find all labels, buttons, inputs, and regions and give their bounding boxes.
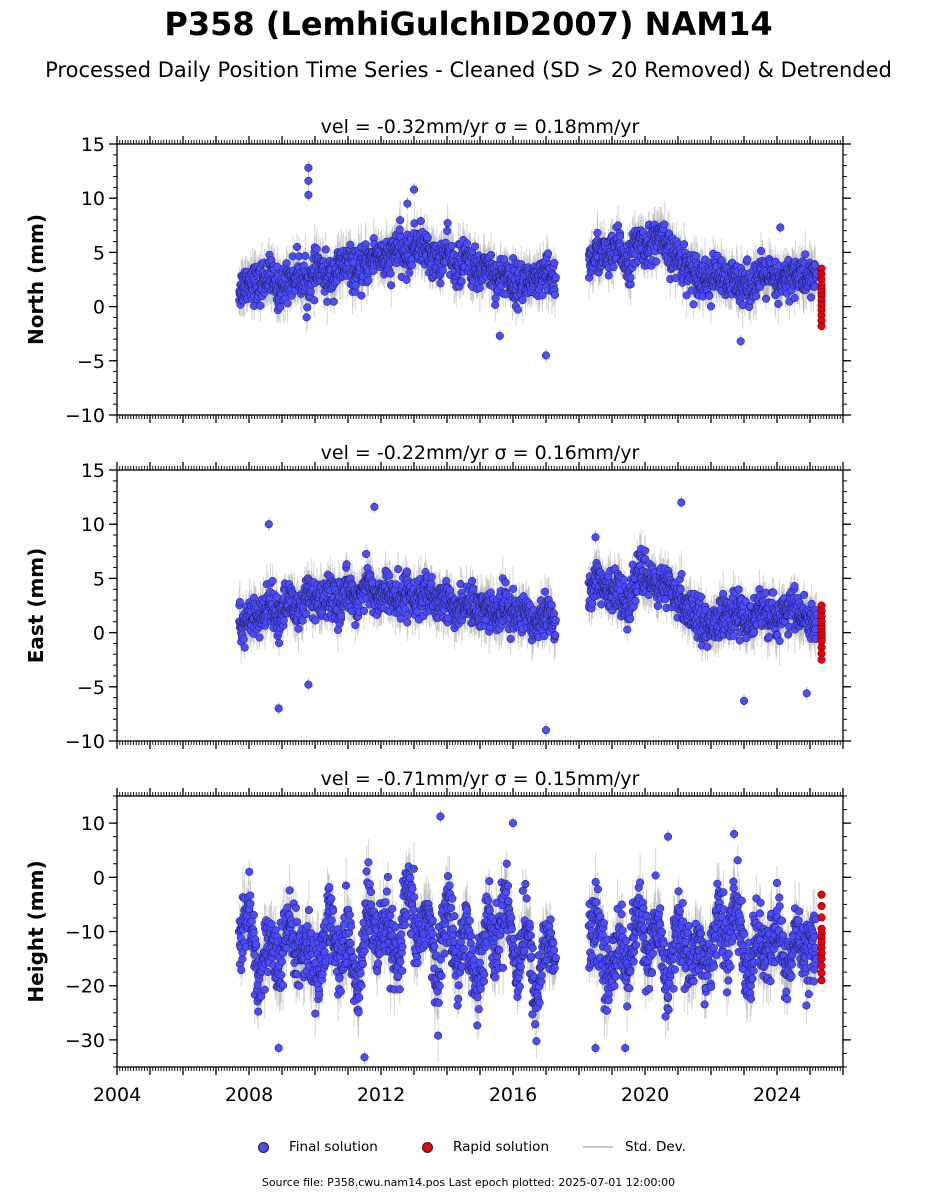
final-point xyxy=(475,283,484,292)
final-point xyxy=(543,249,553,258)
final-point xyxy=(807,293,816,302)
final-point xyxy=(423,233,432,242)
final-point xyxy=(491,300,500,309)
final-point xyxy=(689,300,698,309)
final-point xyxy=(443,218,452,228)
y-tick-label: 10 xyxy=(81,188,105,210)
final-point xyxy=(801,250,810,259)
final-point xyxy=(757,246,766,256)
final-point xyxy=(447,241,456,250)
final-point xyxy=(302,313,311,322)
rapid-point xyxy=(817,322,826,331)
final-point xyxy=(436,279,445,288)
final-point xyxy=(321,245,330,254)
final-point xyxy=(407,261,416,270)
final-point xyxy=(304,190,313,199)
final-point xyxy=(762,294,771,303)
final-point xyxy=(513,305,523,314)
final-point xyxy=(403,199,412,208)
plots-canvas: vel = -0.32mm/yr σ = 0.18mm/yr North (mm)… xyxy=(24,116,851,1106)
final-point xyxy=(626,273,635,282)
final-point xyxy=(682,291,691,300)
final-point xyxy=(303,303,312,312)
final-point xyxy=(395,225,404,234)
final-point xyxy=(541,351,551,360)
final-point xyxy=(500,255,509,264)
final-point xyxy=(616,232,625,241)
final-point xyxy=(551,273,560,282)
final-point xyxy=(351,281,360,290)
panel-north: vel = -0.32mm/yr σ = 0.18mm/yr North (mm)… xyxy=(24,116,851,427)
final-point xyxy=(609,262,618,272)
final-point xyxy=(538,291,547,300)
final-point xyxy=(329,297,338,306)
final-point xyxy=(752,292,761,301)
final-point xyxy=(486,250,496,260)
final-point xyxy=(811,261,820,270)
final-point xyxy=(304,176,313,185)
y-tick-label: 0 xyxy=(93,297,105,319)
rapid-points-north xyxy=(817,264,826,331)
figure-subtitle: Processed Daily Position Time Series - C… xyxy=(45,58,892,82)
final-point xyxy=(310,296,319,305)
final-point xyxy=(409,185,419,194)
ylabel-north: North (mm) xyxy=(24,214,48,345)
final-point xyxy=(416,216,425,226)
final-point xyxy=(660,220,669,229)
final-point xyxy=(470,242,480,251)
final-point xyxy=(776,223,785,232)
final-point xyxy=(387,281,396,290)
final-point xyxy=(495,331,504,340)
final-point xyxy=(396,216,405,225)
panel-title-east: vel = -0.22mm/yr σ = 0.16mm/yr xyxy=(321,442,640,464)
final-point xyxy=(593,228,602,237)
final-point xyxy=(256,301,265,310)
final-point xyxy=(736,337,745,346)
final-point xyxy=(304,163,313,172)
final-point xyxy=(652,257,661,266)
final-point xyxy=(705,291,714,300)
final-point xyxy=(462,239,472,248)
final-point xyxy=(626,280,635,289)
final-point xyxy=(790,293,799,302)
final-point xyxy=(402,275,411,284)
final-point xyxy=(301,251,310,260)
panel-title-north: vel = -0.32mm/yr σ = 0.18mm/yr xyxy=(321,116,640,138)
final-point xyxy=(283,299,292,308)
y-tick-label: 15 xyxy=(81,134,105,156)
y-tick-label: 5 xyxy=(93,242,105,264)
final-point xyxy=(774,299,783,309)
final-point xyxy=(614,221,623,230)
final-point xyxy=(282,259,291,268)
final-point xyxy=(276,303,285,312)
final-point xyxy=(443,226,452,235)
y-tick-label: −5 xyxy=(77,351,105,373)
final-point xyxy=(292,242,302,252)
y-tick-label: −10 xyxy=(65,405,105,427)
final-point xyxy=(312,244,321,254)
final-point xyxy=(604,271,613,280)
final-point xyxy=(346,240,355,249)
final-point xyxy=(518,295,527,305)
final-point xyxy=(438,266,447,275)
final-point xyxy=(386,269,395,278)
final-point xyxy=(364,276,373,285)
ylabel-east: East (mm) xyxy=(24,548,48,664)
final-point xyxy=(357,291,366,300)
final-point xyxy=(306,287,315,296)
final-point xyxy=(457,277,466,286)
final-point xyxy=(550,290,560,299)
figure-title: P358 (LemhiGulchID2007) NAM14 xyxy=(164,5,773,43)
final-point xyxy=(680,240,689,249)
final-point xyxy=(691,251,701,260)
final-point xyxy=(550,258,559,268)
final-point xyxy=(743,255,752,264)
final-point xyxy=(405,268,414,277)
final-points-north xyxy=(235,161,821,362)
final-point xyxy=(706,302,716,311)
